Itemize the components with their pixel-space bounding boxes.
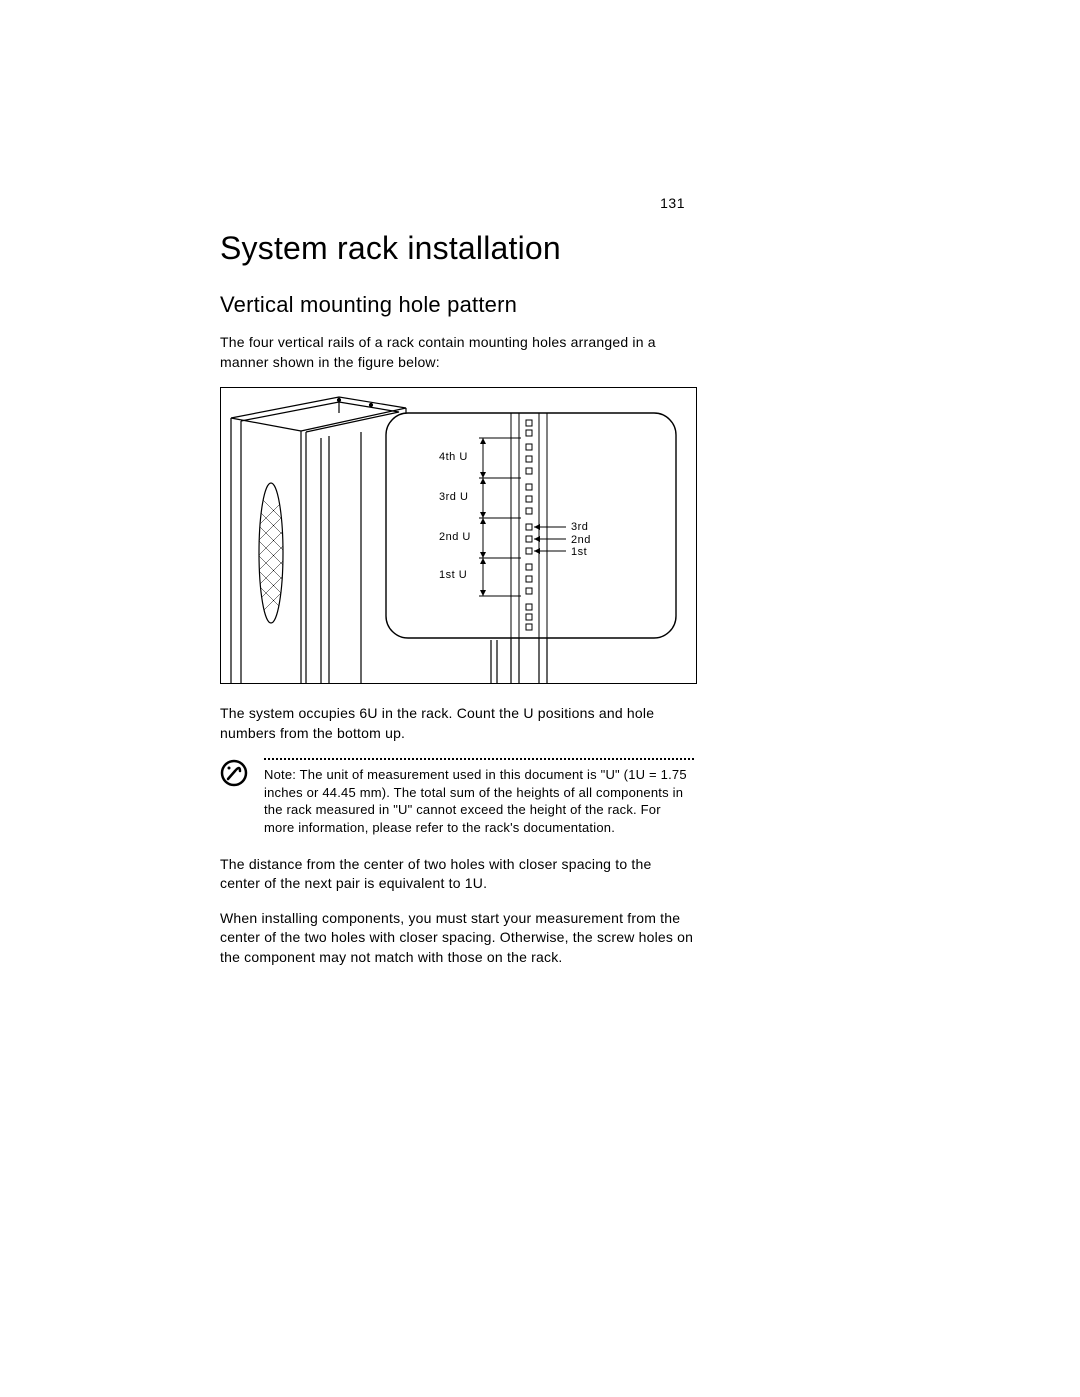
figure-rack-diagram: 4th U 3rd U 2nd U 1st U 3rd 2nd <box>220 387 697 684</box>
figure-label-2u: 2nd U <box>439 531 471 543</box>
figure-label-hole2: 2nd <box>571 534 591 546</box>
section-heading: Vertical mounting hole pattern <box>220 292 880 318</box>
figure-label-4u: 4th U <box>439 451 468 463</box>
note-divider <box>264 758 694 760</box>
note-icon <box>220 758 264 788</box>
figure-label-3u: 3rd U <box>439 491 468 503</box>
note-text: Note: The unit of measurement used in th… <box>264 766 694 836</box>
paragraph-intro: The four vertical rails of a rack contai… <box>220 333 695 372</box>
paragraph-occupies: The system occupies 6U in the rack. Coun… <box>220 704 695 743</box>
figure-label-hole3: 3rd <box>571 521 588 533</box>
figure-label-hole1: 1st <box>571 546 587 558</box>
paragraph-install: When installing components, you must sta… <box>220 909 695 968</box>
page-title: System rack installation <box>220 230 880 267</box>
paragraph-distance: The distance from the center of two hole… <box>220 855 695 894</box>
document-page: 131 System rack installation Vertical mo… <box>0 0 1080 1397</box>
figure-label-1u: 1st U <box>439 569 467 581</box>
page-number: 131 <box>660 195 685 211</box>
note-block: Note: The unit of measurement used in th… <box>220 758 695 836</box>
